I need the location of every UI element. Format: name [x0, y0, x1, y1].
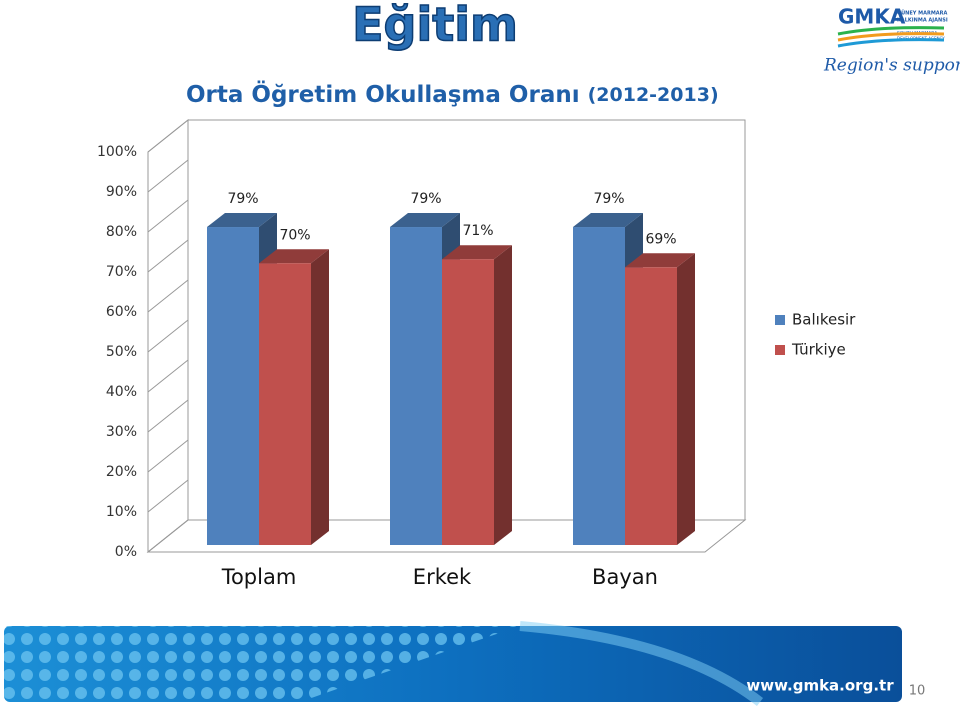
y-tick-label: 20% — [106, 464, 137, 480]
value-label: 71% — [462, 223, 493, 239]
x-tick-label: Toplam — [221, 565, 297, 589]
value-label: 79% — [410, 191, 441, 207]
y-tick-label: 60% — [106, 304, 137, 320]
logo: GMKA GÜNEY MARMARA KALKINMA AJANSI SOUTH… — [823, 5, 960, 76]
bar-side — [677, 253, 695, 545]
grid-line — [147, 359, 189, 393]
value-label: 70% — [279, 227, 310, 243]
logo-name: GMKA — [838, 5, 906, 29]
bar — [625, 267, 677, 545]
logo-swoosh — [837, 38, 945, 48]
bar — [573, 227, 625, 545]
y-tick-label: 50% — [106, 344, 137, 360]
grid-line — [147, 399, 189, 433]
page-number: 10 — [909, 684, 926, 699]
y-tick-label: 40% — [106, 384, 137, 400]
logo-line: KALKINMA AJANSI — [897, 18, 948, 24]
bar — [259, 263, 311, 545]
x-tick-label: Bayan — [592, 565, 658, 589]
bar — [207, 227, 259, 545]
grid-line — [147, 239, 189, 273]
bar-side — [494, 245, 512, 545]
bar — [442, 259, 494, 545]
subtitle: (2012-2013) — [588, 84, 719, 106]
x-tick-label: Erkek — [413, 565, 472, 589]
bar-top — [390, 213, 460, 228]
footer-url: www.gmka.org.tr — [746, 677, 894, 695]
legend-swatch — [775, 345, 785, 355]
legend-swatch — [775, 315, 785, 325]
grid-line — [147, 159, 189, 193]
footer-pattern — [4, 626, 520, 702]
y-tick-label: 0% — [115, 544, 137, 560]
logo-swoosh — [837, 26, 945, 36]
grid-line — [147, 279, 189, 313]
legend-label: Balıkesir — [792, 311, 856, 329]
value-label: 79% — [593, 191, 624, 207]
title: Orta Öğretim Okullaşma Oranı — [186, 80, 580, 108]
legend-label: Türkiye — [791, 341, 846, 359]
y-tick-label: 70% — [106, 264, 137, 280]
grid-line — [147, 519, 189, 553]
y-tick-label: 30% — [106, 424, 137, 440]
footer: www.gmka.org.tr 10 — [4, 621, 926, 706]
grid-line — [147, 119, 189, 153]
grid-line — [147, 199, 189, 233]
logo-line: GÜNEY MARMARA — [897, 10, 948, 17]
bar-top — [442, 245, 512, 260]
grid-line — [147, 439, 189, 473]
footer-swirl — [519, 621, 764, 706]
bar-top — [625, 253, 695, 268]
grid-line — [147, 319, 189, 353]
value-label: 79% — [227, 191, 258, 207]
logo-swoosh — [837, 32, 945, 42]
y-tick-label: 80% — [106, 224, 137, 240]
chart-title: Orta Öğretim Okullaşma Oranı (2012-2013) — [186, 80, 719, 108]
bar-top — [573, 213, 643, 228]
section-title: Eğitim — [352, 0, 518, 52]
value-label: 69% — [645, 231, 676, 247]
y-tick-label: 10% — [106, 504, 137, 520]
logo-slogan: Region's support point — [823, 56, 960, 76]
chart: 0% 10% 20% 30% 40% 50% 60% 70% 80% 90% 100% Toplam 7… — [97, 118, 856, 589]
bar — [390, 227, 442, 545]
bar-side — [311, 249, 329, 545]
y-tick-label: 90% — [106, 184, 137, 200]
grid-line — [147, 479, 189, 513]
bar-top — [207, 213, 277, 228]
bar-top — [259, 249, 329, 264]
y-tick-label: 100% — [97, 144, 137, 160]
